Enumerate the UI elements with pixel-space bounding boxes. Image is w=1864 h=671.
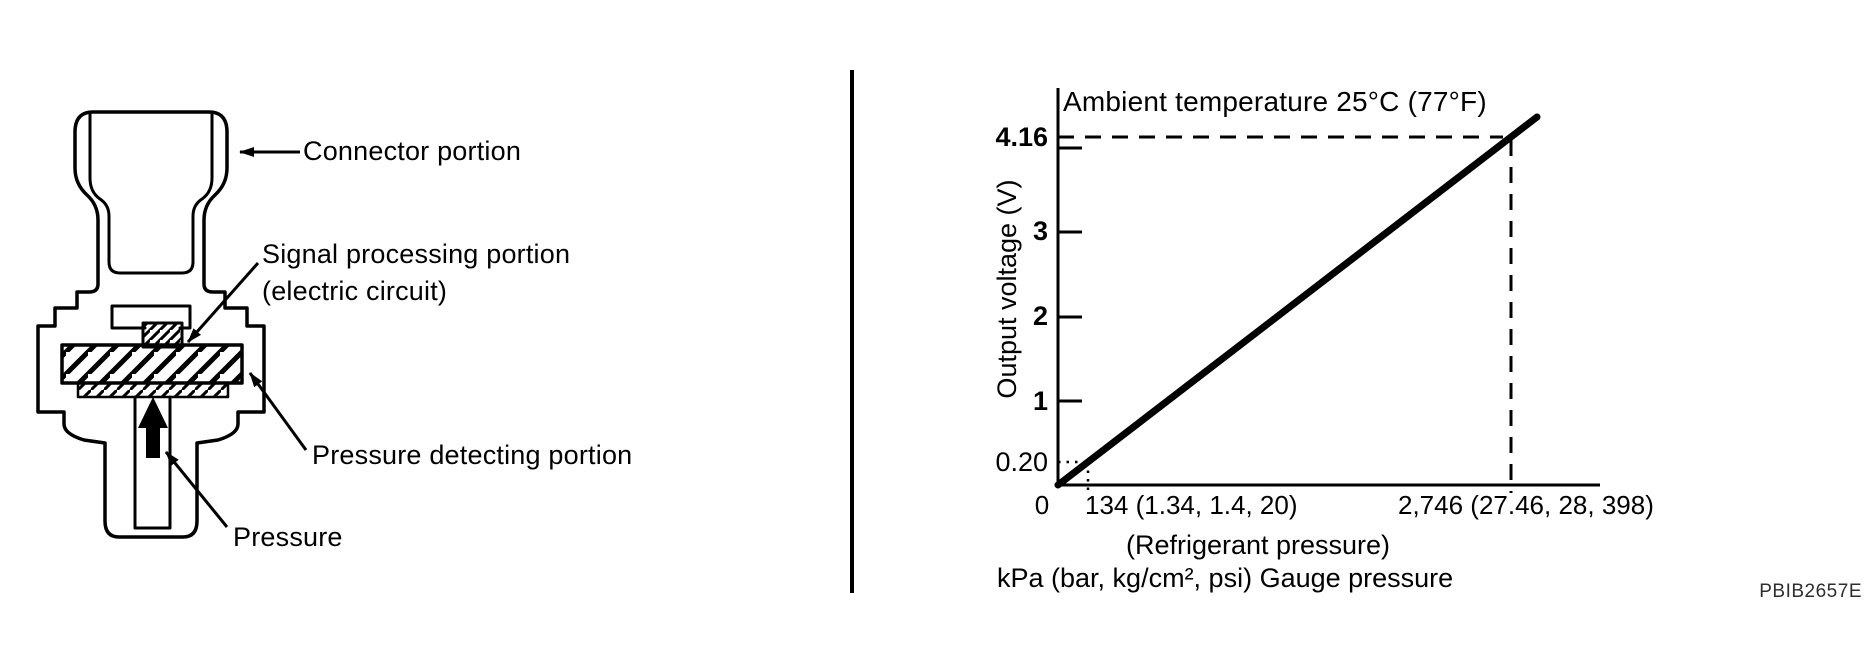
- y-tick-label-0-20: 0.20: [995, 447, 1048, 477]
- signal-processing-label-line2: (electric circuit): [262, 276, 448, 306]
- pressure-leader-arrow: [164, 451, 229, 528]
- voltage-chart: [1054, 88, 1600, 493]
- pressure-detecting-label: Pressure detecting portion: [312, 440, 633, 470]
- sensor-leader-lines: [164, 147, 308, 528]
- sensor-cross-section: [36, 110, 266, 539]
- connector-portion-label: Connector portion: [303, 136, 522, 166]
- chart-title: Ambient temperature 25°C (77°F): [1063, 86, 1487, 117]
- diaphragm-strip: [76, 381, 230, 399]
- pressure-detecting-slab: [60, 343, 244, 385]
- output-voltage-line: [1054, 113, 1541, 489]
- chart-y-ticks: [1058, 146, 1082, 403]
- figure-code: PBIB2657E: [1759, 581, 1862, 602]
- x-axis-caption-line2: kPa (bar, kg/cm², psi) Gauge pressure: [997, 563, 1454, 593]
- y-tick-label-3: 3: [1032, 216, 1048, 246]
- pressure-label: Pressure: [233, 522, 343, 552]
- pressure-flow-arrow: [138, 397, 168, 458]
- pressure-detecting-leader-arrow: [248, 372, 308, 451]
- signal-leader-arrow: [186, 262, 260, 343]
- y-tick-label-4-16: 4.16: [995, 122, 1048, 152]
- y-tick-label-1: 1: [1032, 386, 1048, 416]
- x-tick-label-134: 134 (1.34, 1.4, 20): [1085, 490, 1298, 520]
- signal-processing-label-line1: Signal processing portion: [262, 239, 571, 269]
- origin-label: 0: [1034, 490, 1050, 520]
- y-tick-label-2: 2: [1032, 301, 1048, 331]
- x-axis-caption-line1: (Refrigerant pressure): [1125, 530, 1391, 560]
- sensor-connector-cavity: [88, 112, 214, 275]
- x-tick-label-2746: 2,746 (27.46, 28, 398): [1398, 490, 1654, 520]
